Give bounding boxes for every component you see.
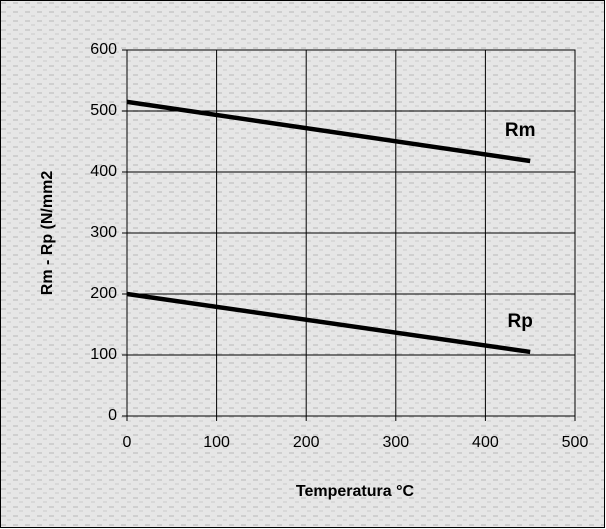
y-tick-label: 100 [90,346,117,363]
x-tick-label: 500 [562,434,589,451]
series-label: Rp [508,311,533,332]
y-tick-label: 200 [90,285,117,302]
y-tick-label: 300 [90,224,117,241]
x-tick-label: 400 [472,434,499,451]
y-tick-label: 400 [90,163,117,180]
chart: Temperatura °C Rm - Rp (N/mm2 0 100 200 300… [0,0,606,529]
y-tick-label: 500 [90,102,117,119]
series-label: Rm [505,120,536,141]
y-tick-label: 0 [108,407,117,424]
x-tick-label: 300 [382,434,409,451]
x-tick-label: 0 [123,434,132,451]
x-axis-title: Temperatura °C [296,483,415,500]
page: Temperatura °C Rm - Rp (N/mm2 0 100 200 300… [0,0,606,529]
x-tick-label: 100 [203,434,230,451]
y-axis-title: Rm - Rp (N/mm2 [39,171,56,296]
y-tick-label: 600 [90,41,117,58]
x-tick-label: 200 [293,434,320,451]
